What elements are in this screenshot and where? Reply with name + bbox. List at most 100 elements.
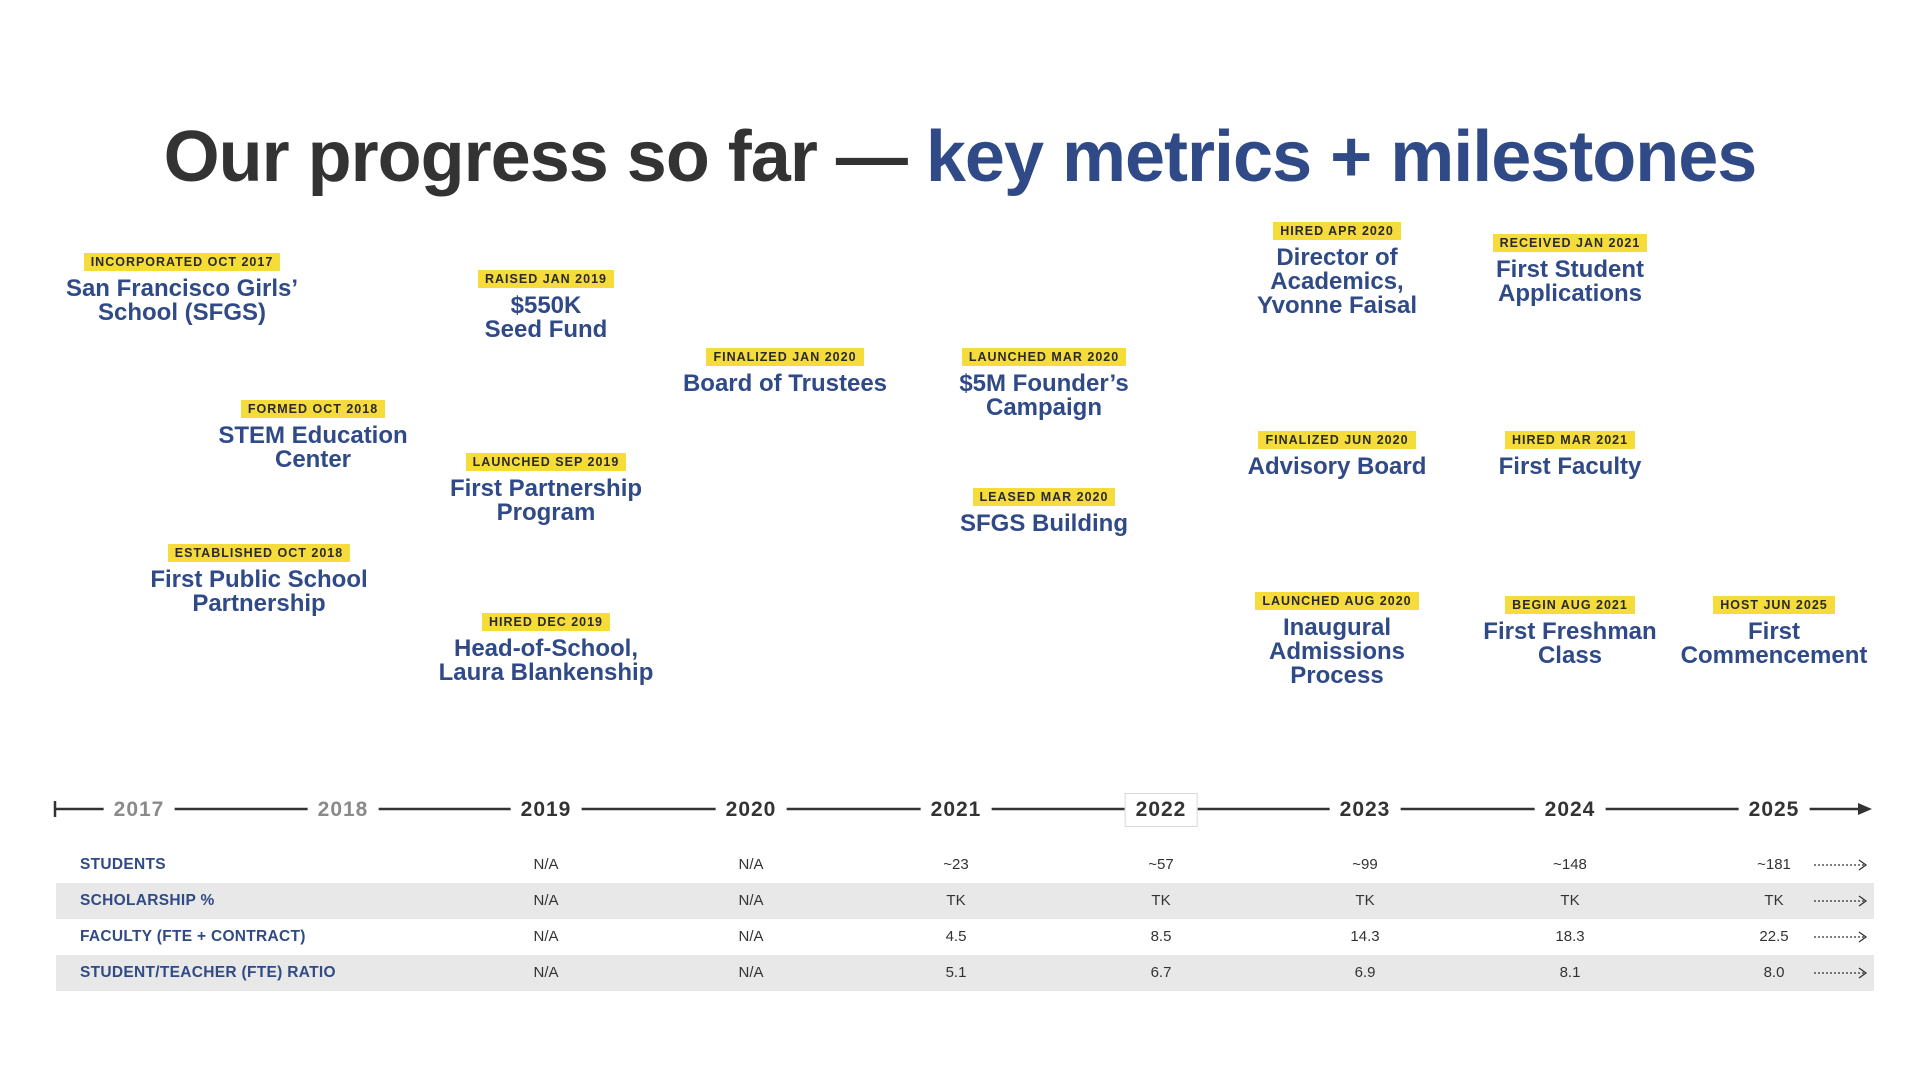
milestone-line: Center xyxy=(274,446,352,473)
milestone-date-tag: LEASED MAR 2020 xyxy=(972,488,1116,506)
trend-arrow-icon xyxy=(1814,967,1868,979)
milestone-date-tag: FINALIZED JAN 2020 xyxy=(706,348,864,366)
cell-2020: N/A xyxy=(738,964,764,981)
table-row-students: STUDENTS N/A N/A ~23 ~57 ~99 ~148 ~181 xyxy=(56,847,1874,883)
milestone-date-tag: BEGIN AUG 2021 xyxy=(1505,596,1635,614)
cell-2021: ~23 xyxy=(943,856,969,873)
table-row-ratio: STUDENT/TEACHER (FTE) RATIO N/A N/A 5.1 … xyxy=(56,955,1874,991)
cell-2019: N/A xyxy=(533,928,559,945)
trend-arrow-icon xyxy=(1814,931,1868,943)
year-label-2023: 2023 xyxy=(1329,797,1401,823)
milestone-founders-campaign: LAUNCHED MAR 2020 $5M Founder’s Campaign xyxy=(924,348,1164,420)
cell-2021: 5.1 xyxy=(945,964,967,981)
year-label-2017: 2017 xyxy=(103,797,175,823)
milestone-date-tag: HIRED MAR 2021 xyxy=(1504,431,1636,449)
milestone-line: Board of Trustees xyxy=(682,370,888,397)
milestone-line: $550K xyxy=(510,292,582,319)
cell-2022: 6.7 xyxy=(1150,964,1172,981)
milestone-date-tag: ESTABLISHED OCT 2018 xyxy=(167,544,351,562)
milestone-partnership-program: LAUNCHED SEP 2019 First Partnership Prog… xyxy=(426,453,666,525)
year-label-2024: 2024 xyxy=(1534,797,1606,823)
milestone-public-school-partnership: ESTABLISHED OCT 2018 First Public School… xyxy=(139,544,379,616)
milestone-line: Partnership xyxy=(192,590,326,617)
milestone-freshman-class: BEGIN AUG 2021 First Freshman Class xyxy=(1450,596,1690,668)
milestone-line: Head-of-School, xyxy=(454,635,638,662)
cell-2022: TK xyxy=(1151,892,1171,909)
milestone-date-tag: HOST JUN 2025 xyxy=(1713,596,1835,614)
table-row-faculty: FACULTY (FTE + CONTRACT) N/A N/A 4.5 8.5… xyxy=(56,919,1874,955)
year-label-2018: 2018 xyxy=(307,797,379,823)
cell-2019: N/A xyxy=(533,964,559,981)
milestone-student-applications: RECEIVED JAN 2021 First Student Applicat… xyxy=(1450,234,1690,306)
cell-2025: TK xyxy=(1764,892,1784,909)
milestone-first-faculty: HIRED MAR 2021 First Faculty xyxy=(1450,431,1690,479)
milestone-date-tag: LAUNCHED MAR 2020 xyxy=(961,348,1127,366)
cell-2022: 8.5 xyxy=(1150,928,1172,945)
milestone-line: Academics, xyxy=(1270,268,1404,295)
cell-2024: 8.1 xyxy=(1559,964,1581,981)
cell-2019: N/A xyxy=(533,892,559,909)
year-label-2020: 2020 xyxy=(715,797,787,823)
milestone-line: SFGS Building xyxy=(960,510,1128,537)
milestone-line: Laura Blankenship xyxy=(438,659,654,686)
cell-2022: ~57 xyxy=(1148,856,1174,873)
milestone-line: School (SFGS) xyxy=(98,299,266,326)
milestone-stem-center: FORMED OCT 2018 STEM Education Center xyxy=(193,400,433,472)
title-part-2: key metrics + milestones xyxy=(925,117,1757,198)
cell-2021: 4.5 xyxy=(945,928,967,945)
milestone-line: First Faculty xyxy=(1498,453,1642,480)
milestone-line: Commencement xyxy=(1680,642,1868,669)
milestone-first-commencement: HOST JUN 2025 First Commencement xyxy=(1654,596,1894,668)
row-label: SCHOLARSHIP % xyxy=(80,892,215,909)
cell-2021: TK xyxy=(946,892,966,909)
milestone-line: San Francisco Girls’ xyxy=(65,275,299,302)
metrics-table: STUDENTS N/A N/A ~23 ~57 ~99 ~148 ~181 S… xyxy=(56,847,1874,991)
milestone-date-tag: LAUNCHED AUG 2020 xyxy=(1255,592,1419,610)
row-label: STUDENTS xyxy=(80,856,166,873)
milestone-date-tag: HIRED DEC 2019 xyxy=(481,613,611,631)
milestone-line: First Freshman xyxy=(1483,618,1657,645)
year-label-2021: 2021 xyxy=(920,797,992,823)
cell-2020: N/A xyxy=(738,856,764,873)
milestone-line: Class xyxy=(1537,642,1603,669)
title-part-1: Our progress so far — xyxy=(163,117,926,198)
milestone-head-of-school: HIRED DEC 2019 Head-of-School, Laura Bla… xyxy=(426,613,666,685)
cell-2025: 8.0 xyxy=(1763,964,1785,981)
milestone-advisory-board: FINALIZED JUN 2020 Advisory Board xyxy=(1217,431,1457,479)
timeline-axis: 2017 2018 2019 2020 2021 2022 2023 2024 … xyxy=(0,790,1920,830)
milestone-board-of-trustees: FINALIZED JAN 2020 Board of Trustees xyxy=(665,348,905,396)
cell-2020: N/A xyxy=(738,892,764,909)
milestone-date-tag: LAUNCHED SEP 2019 xyxy=(465,453,627,471)
milestone-seed-fund: RAISED JAN 2019 $550K Seed Fund xyxy=(426,270,666,342)
milestone-date-tag: FINALIZED JUN 2020 xyxy=(1258,431,1416,449)
milestone-admissions-process: LAUNCHED AUG 2020 Inaugural Admissions P… xyxy=(1217,592,1457,688)
timeline-arrow-icon xyxy=(1858,803,1872,815)
year-label-2022: 2022 xyxy=(1124,793,1198,827)
milestone-line: Process xyxy=(1290,662,1384,689)
year-label-2019: 2019 xyxy=(510,797,582,823)
milestone-line: Program xyxy=(496,499,596,526)
milestone-date-tag: RAISED JAN 2019 xyxy=(478,270,614,288)
milestone-line: Director of xyxy=(1276,244,1398,271)
milestone-director-of-academics: HIRED APR 2020 Director of Academics, Yv… xyxy=(1217,222,1457,318)
cell-2023: ~99 xyxy=(1352,856,1378,873)
milestone-line: Admissions xyxy=(1268,638,1406,665)
milestone-incorporated-sfgs: INCORPORATED OCT 2017 San Francisco Girl… xyxy=(62,253,302,325)
milestone-line: First xyxy=(1747,618,1800,645)
milestone-line: Campaign xyxy=(985,394,1102,421)
row-label: FACULTY (FTE + CONTRACT) xyxy=(80,928,306,945)
milestone-date-tag: FORMED OCT 2018 xyxy=(240,400,386,418)
milestone-line: First Partnership xyxy=(449,475,643,502)
year-label-2025: 2025 xyxy=(1738,797,1810,823)
milestone-date-tag: HIRED APR 2020 xyxy=(1273,222,1401,240)
milestone-line: Inaugural xyxy=(1282,614,1391,641)
cell-2023: 14.3 xyxy=(1350,928,1380,945)
cell-2024: 18.3 xyxy=(1555,928,1585,945)
trend-arrow-icon xyxy=(1814,859,1868,871)
milestone-date-tag: RECEIVED JAN 2021 xyxy=(1492,234,1648,252)
cell-2023: 6.9 xyxy=(1354,964,1376,981)
milestone-line: Applications xyxy=(1497,280,1642,307)
table-row-scholarship: SCHOLARSHIP % N/A N/A TK TK TK TK TK xyxy=(56,883,1874,919)
milestone-line: First Public School xyxy=(150,566,368,593)
cell-2019: N/A xyxy=(533,856,559,873)
